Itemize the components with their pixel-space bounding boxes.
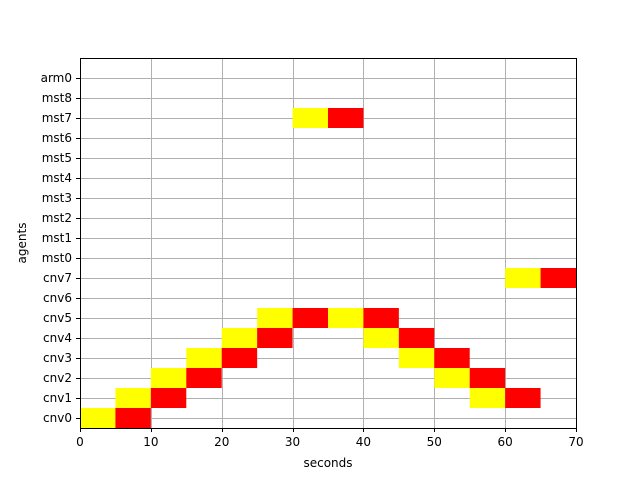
segment-yellow-cnv3-15 <box>186 348 222 368</box>
segment-yellow-cnv1-55 <box>469 388 506 408</box>
segment-yellow-cnv2-50 <box>434 368 470 388</box>
plot-frame <box>80 58 577 429</box>
x-tick-label: 10 <box>143 435 158 449</box>
segment-red-cnv2-55 <box>469 368 506 388</box>
segment-red-cnv3-20 <box>221 348 258 368</box>
y-tick-label-mst6: mst6 <box>42 131 72 145</box>
segment-red-cnv4-45 <box>398 328 435 348</box>
segment-yellow-cnv4-40 <box>363 328 399 348</box>
x-tick-label: 50 <box>427 435 442 449</box>
segment-yellow-cnv7-60 <box>505 268 541 288</box>
segment-yellow-cnv1-5 <box>115 388 151 408</box>
y-tick-label-mst7: mst7 <box>42 111 72 125</box>
y-tick-label-mst3: mst3 <box>42 191 72 205</box>
x-tick-label: 20 <box>214 435 229 449</box>
x-tick-label: 70 <box>568 435 583 449</box>
y-tick-label-cnv2: cnv2 <box>43 371 72 385</box>
segment-red-mst7-35 <box>328 108 364 128</box>
x-tick-label: 60 <box>498 435 513 449</box>
segment-red-cnv0-5 <box>115 408 151 428</box>
y-tick-label-cnv0: cnv0 <box>43 411 72 425</box>
y-tick-label-mst1: mst1 <box>42 231 72 245</box>
segment-yellow-cnv0-0 <box>80 408 116 428</box>
x-axis-label: seconds <box>303 456 352 470</box>
y-tick-label-cnv1: cnv1 <box>43 391 72 405</box>
segment-red-cnv5-40 <box>363 308 399 328</box>
bars-layer <box>80 108 576 428</box>
segment-yellow-cnv4-20 <box>221 328 258 348</box>
y-tick-label-cnv4: cnv4 <box>43 331 72 345</box>
x-tick-label: 40 <box>356 435 371 449</box>
segment-red-cnv7-65 <box>540 268 576 288</box>
y-tick-label-mst8: mst8 <box>42 91 72 105</box>
y-axis-label: agents <box>15 223 29 264</box>
segment-yellow-cnv5-25 <box>257 308 293 328</box>
x-tick-label: 0 <box>76 435 84 449</box>
y-tick-label-mst0: mst0 <box>42 251 72 265</box>
segment-red-cnv1-60 <box>505 388 541 408</box>
y-tick-label-mst5: mst5 <box>42 151 72 165</box>
y-tick-label-cnv6: cnv6 <box>43 291 72 305</box>
segment-yellow-cnv3-45 <box>398 348 435 368</box>
segment-red-cnv5-30 <box>292 308 328 328</box>
segment-red-cnv1-10 <box>150 388 187 408</box>
segment-red-cnv3-50 <box>434 348 470 368</box>
labels-layer: seconds agents <box>15 223 353 470</box>
y-tick-label-cnv7: cnv7 <box>43 271 72 285</box>
y-tick-label-arm0: arm0 <box>41 71 72 85</box>
segment-yellow-cnv5-35 <box>328 308 364 328</box>
segment-yellow-mst7-30 <box>292 108 328 128</box>
ticks-layer: 0 10 20 30 40 50 60 70 cnv0 cnv1 cnv2 cnv3 cnv4 cnv5 c… <box>41 71 584 449</box>
segment-red-cnv2-15 <box>186 368 222 388</box>
y-tick-label-cnv5: cnv5 <box>43 311 72 325</box>
segment-red-cnv4-25 <box>257 328 293 348</box>
y-tick-label-mst4: mst4 <box>42 171 72 185</box>
x-tick-label: 30 <box>285 435 300 449</box>
y-tick-label-cnv3: cnv3 <box>43 351 72 365</box>
segment-yellow-cnv2-10 <box>150 368 187 388</box>
y-tick-label-mst2: mst2 <box>42 211 72 225</box>
